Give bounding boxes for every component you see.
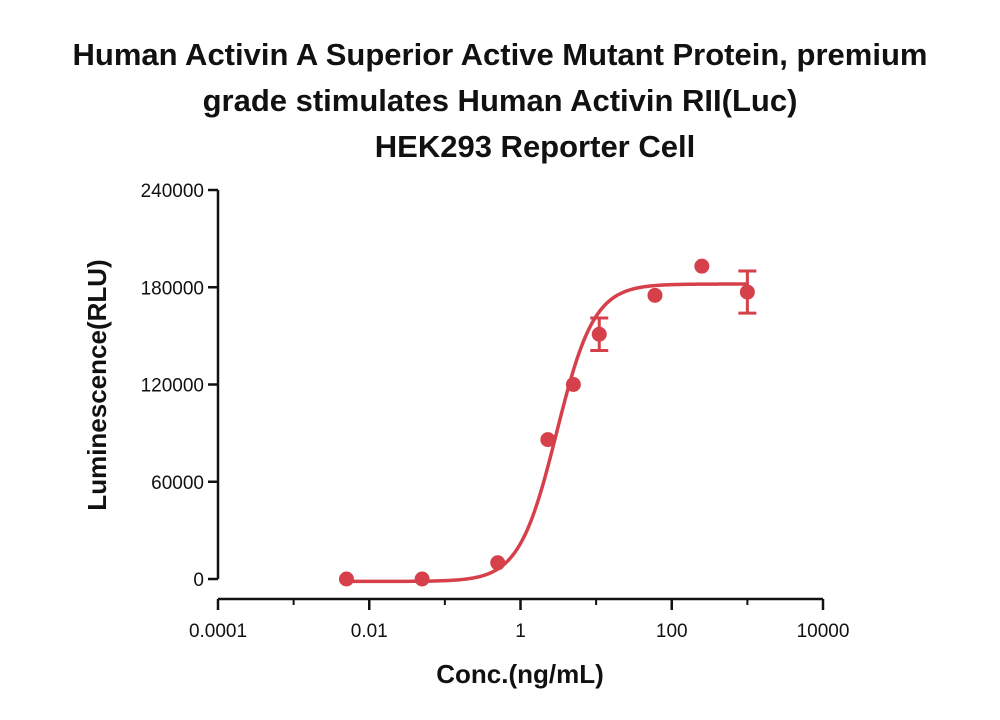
data-point: [414, 571, 430, 587]
axes: 0 60000 120000 180000 240000 0.0001 0.01 1 100 10…: [141, 181, 850, 642]
chart-marks: [338, 258, 757, 587]
data-point: [591, 326, 607, 342]
x-tick-label: 100: [656, 621, 688, 642]
data-point: [647, 287, 663, 303]
chart-title: Human Activin A Superior Active Mutant P…: [0, 32, 1000, 170]
x-tick-label: 1: [515, 621, 526, 642]
data-point: [490, 555, 506, 571]
y-tick-label: 180000: [141, 278, 204, 299]
data-point: [540, 432, 556, 448]
chart-title-line-1: Human Activin A Superior Active Mutant P…: [72, 37, 928, 72]
data-point: [739, 284, 755, 300]
x-axis-title: Conc.(ng/mL): [436, 659, 604, 689]
chart-title-line-2: grade stimulates Human Activin RII(Luc): [202, 83, 798, 118]
x-tick-label: 0.01: [351, 621, 388, 642]
y-tick-label: 60000: [151, 473, 204, 494]
y-tick-label: 240000: [141, 181, 204, 202]
y-tick-label: 120000: [141, 376, 204, 397]
y-tick-label: 0: [193, 570, 204, 591]
fit-curve: [346, 282, 748, 584]
y-axis-title: Luminescence(RLU): [82, 259, 112, 510]
data-point: [338, 571, 354, 587]
chart-title-line-3: HEK293 Reporter Cell: [374, 129, 696, 164]
data-point: [694, 258, 710, 274]
x-tick-label: 0.0001: [189, 621, 247, 642]
x-tick-label: 10000: [797, 621, 850, 642]
data-point: [565, 377, 581, 392]
